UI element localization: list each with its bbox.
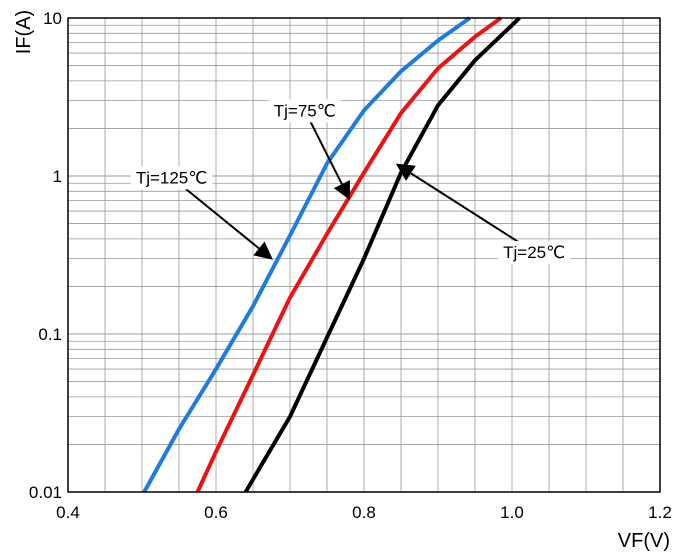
y-tick-label: 0.01	[29, 483, 62, 502]
tick-labels: 0.4 0.6 0.8 1.0 1.2 0.01 0.1 1 10	[29, 9, 672, 522]
annotation-arrow	[395, 163, 535, 253]
annotation-label: Tj=75℃	[268, 99, 341, 123]
annotation-label-bg	[498, 241, 571, 265]
annotation-arrow	[170, 176, 273, 260]
series-line-1	[195, 16, 503, 493]
annotations: Tj=75℃ Tj=125℃ Tj=25℃	[130, 99, 571, 265]
annotation-text: Tj=75℃	[274, 101, 336, 120]
x-tick-label: 0.8	[352, 503, 376, 522]
series-group	[142, 16, 521, 494]
y-tick-label: 10	[43, 9, 62, 28]
x-tick-label: 0.4	[56, 503, 80, 522]
annotation-text: Tj=25℃	[503, 243, 565, 262]
x-tick-label: 1.0	[500, 503, 524, 522]
annotation-label-bg	[130, 166, 213, 190]
y-tick-label: 1	[53, 167, 62, 186]
annotation-label-bg	[268, 99, 341, 123]
x-tick-label: 0.6	[204, 503, 228, 522]
x-tick-label: 1.2	[648, 503, 672, 522]
annotation-label: Tj=25℃	[498, 241, 571, 265]
annotation-text: Tj=125℃	[136, 168, 208, 187]
annotation-label: Tj=125℃	[130, 166, 213, 190]
y-axis-label: IF(A)	[13, 10, 35, 54]
plot-frame	[67, 17, 661, 493]
y-tick-label: 0.1	[38, 325, 62, 344]
x-axis-label: VF(V)	[618, 530, 670, 552]
annotation-arrow	[303, 109, 351, 201]
series-line-0	[142, 16, 471, 493]
